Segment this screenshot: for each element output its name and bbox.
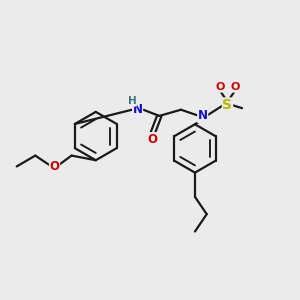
Text: O: O (215, 82, 224, 92)
Text: O: O (230, 82, 240, 92)
Text: N: N (133, 103, 142, 116)
Text: S: S (223, 98, 232, 112)
Text: N: N (198, 110, 208, 122)
Text: O: O (147, 133, 157, 146)
Text: O: O (50, 160, 59, 173)
Text: H: H (128, 96, 136, 106)
